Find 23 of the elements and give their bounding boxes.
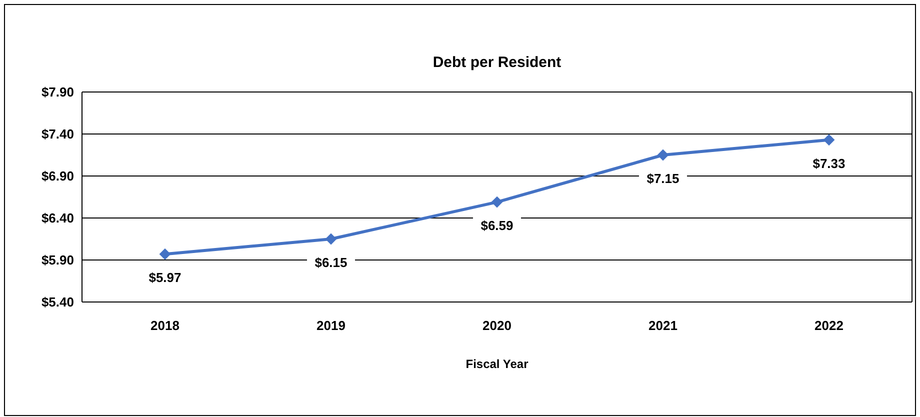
y-tick-label: $6.90 xyxy=(41,168,74,184)
y-tick-label: $5.40 xyxy=(41,294,74,310)
x-tick-label: 2018 xyxy=(150,318,180,333)
point xyxy=(492,196,502,208)
x-tick-label: 2021 xyxy=(648,318,678,333)
point xyxy=(326,234,336,244)
x-axis-title: Fiscal Year xyxy=(466,357,529,371)
point xyxy=(824,134,834,146)
chart-title: Debt per Resident xyxy=(432,54,562,71)
point xyxy=(160,248,170,260)
x-tick-label: 2019 xyxy=(316,318,346,333)
x-tick-label: 2020 xyxy=(482,318,512,333)
x-tick-label: 2022 xyxy=(814,318,844,333)
data-label: $6.15 xyxy=(314,255,348,270)
point xyxy=(658,150,668,160)
data-label: $7.15 xyxy=(646,171,680,186)
data-label: $5.97 xyxy=(148,270,182,286)
y-tick-label: $7.40 xyxy=(41,126,74,142)
y-tick-label: $5.90 xyxy=(41,252,74,268)
y-tick-label: $7.90 xyxy=(41,84,74,100)
data-label: $7.33 xyxy=(812,156,846,171)
y-tick-label: $6.40 xyxy=(41,210,74,226)
data-label: $6.59 xyxy=(480,218,514,234)
